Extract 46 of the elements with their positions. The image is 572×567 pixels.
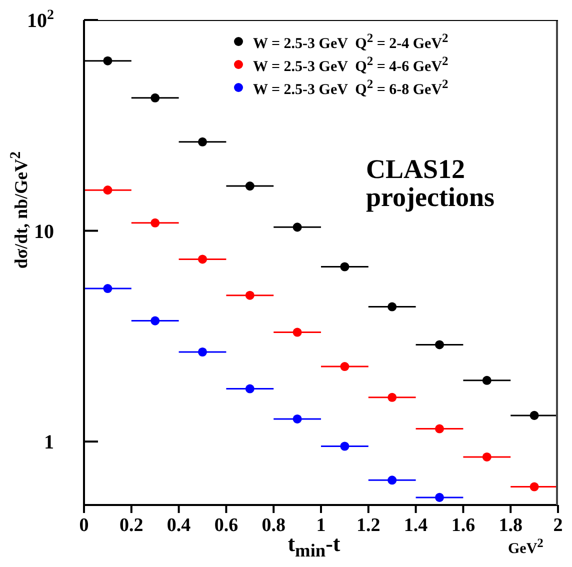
- point: [434, 492, 444, 502]
- annotation: CLAS12 projections: [366, 154, 496, 212]
- point: [198, 347, 208, 356]
- point: [530, 410, 539, 420]
- x-tick-label: 1.8: [498, 515, 522, 536]
- text: GeV$^{2}$: [508, 536, 544, 557]
- point: [388, 302, 397, 312]
- y-tick-label: 1: [44, 432, 54, 454]
- point: [292, 222, 302, 232]
- point: [103, 186, 112, 195]
- x-tick-label: 0.8: [262, 515, 286, 536]
- point: [103, 284, 112, 294]
- point: [292, 414, 302, 424]
- point: [292, 328, 302, 337]
- x-tick-label: 0.6: [214, 515, 238, 536]
- x-tick-label: 1.2: [356, 515, 380, 536]
- x-tick-label: 0.2: [120, 515, 144, 536]
- point: [245, 384, 254, 394]
- point: [340, 262, 350, 272]
- legend-label: W = 2.5-3 GeV Q$^{2}$ = 4-6 GeV$^{2}$: [253, 54, 448, 76]
- x-tick-label: 2: [553, 515, 563, 536]
- point: [482, 376, 492, 385]
- point: [150, 316, 160, 326]
- x-tick-label: 1.4: [404, 515, 428, 536]
- point: [340, 442, 350, 451]
- point: [150, 218, 160, 228]
- y-tick-label: 10: [34, 220, 54, 243]
- point: [482, 452, 492, 462]
- y-tick-label: 10$^{2}$: [27, 8, 54, 32]
- point: [198, 137, 208, 146]
- point: [150, 93, 160, 102]
- legend-label: W = 2.5-3 GeV Q$^{2}$ = 2-4 GeV$^{2}$: [253, 30, 448, 52]
- point: [245, 182, 254, 191]
- point: [103, 56, 112, 66]
- x-tick-label: 0.4: [166, 515, 192, 536]
- x-tick-label: 1.6: [451, 515, 476, 536]
- x-tick-label: 0: [79, 515, 89, 536]
- point: [340, 362, 350, 372]
- point: [434, 340, 444, 350]
- point: [388, 476, 397, 485]
- point: [388, 392, 397, 402]
- point: [198, 254, 208, 264]
- point: [530, 482, 539, 492]
- point: [245, 290, 254, 300]
- legend-label: W = 2.5-3 GeV Q$^{2}$ = 6-8 GeV$^{2}$: [253, 76, 448, 98]
- point: [434, 424, 444, 434]
